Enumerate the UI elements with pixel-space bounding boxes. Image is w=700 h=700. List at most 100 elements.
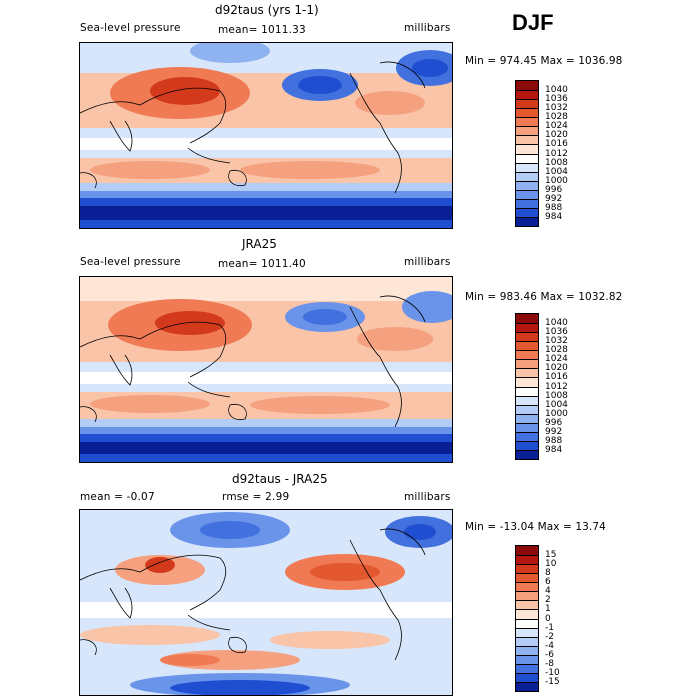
colorbar-label: 992	[545, 426, 563, 437]
colorbar-cell	[516, 627, 538, 637]
colorbar-cell	[516, 431, 538, 441]
colorbar-cell	[516, 681, 538, 691]
colorbar-cell	[516, 555, 538, 565]
colorbar-cell	[516, 395, 538, 405]
colorbar-label: 1012	[545, 381, 568, 392]
colorbar-cell	[516, 198, 538, 208]
colorbar-cell	[516, 663, 538, 673]
colorbar-cell	[516, 404, 538, 414]
season-label: DJF	[512, 10, 554, 35]
colorbar-cell	[516, 108, 538, 118]
colorbar-cell	[516, 341, 538, 351]
panel-2-map-svg	[80, 277, 452, 462]
colorbar-label: 988	[545, 202, 563, 213]
panel-2-minmax: Min = 983.46 Max = 1032.82	[465, 291, 623, 303]
panel-3-map	[79, 509, 453, 696]
colorbar-cell	[516, 126, 538, 136]
coastlines	[80, 528, 426, 661]
panel-2-map	[79, 276, 453, 463]
colorbar-label: -6	[545, 649, 554, 660]
colorbar-label: 1016	[545, 139, 568, 150]
colorbar-label: 15	[545, 550, 557, 561]
colorbar-label: 988	[545, 435, 563, 446]
colorbar-label: 1024	[545, 354, 568, 365]
colorbar-cell	[516, 359, 538, 369]
colorbar-label: 2	[545, 595, 551, 606]
colorbar-cell	[516, 609, 538, 619]
colorbar-label: 8	[545, 568, 551, 579]
colorbar-cell	[516, 332, 538, 342]
colorbar-label: 1028	[545, 112, 568, 123]
colorbar-label: 1008	[545, 390, 568, 401]
colorbar-cell	[516, 449, 538, 459]
colorbar-cell	[516, 207, 538, 217]
colorbar-cell	[516, 144, 538, 154]
colorbar-cell	[516, 314, 538, 324]
colorbar-label: 984	[545, 211, 563, 222]
colorbar-cell	[516, 600, 538, 610]
colorbar-label: 1020	[545, 130, 568, 141]
icelandic-low	[402, 291, 452, 323]
colorbar-label: 4	[545, 586, 551, 597]
colorbar-label: 1032	[545, 336, 568, 347]
colorbar-cell	[516, 645, 538, 655]
colorbar-label: 992	[545, 193, 563, 204]
colorbar-cell	[516, 377, 538, 387]
colorbar-cell	[516, 654, 538, 664]
colorbar-cell	[516, 636, 538, 646]
colorbar-cell	[516, 350, 538, 360]
coastlines	[80, 295, 426, 428]
colorbar-cell	[516, 368, 538, 378]
panel-3-mean: mean = -0.07	[80, 491, 155, 503]
colorbar-label: -4	[545, 640, 554, 651]
panel-3-colorbar: 15 10 8 6 4 2 1 0 -1 -2 -4 -6 -8 -10 -15	[515, 545, 560, 692]
arctic-low	[190, 43, 270, 63]
colorbar-cell	[516, 162, 538, 172]
panel-1-field-label: Sea-level pressure	[80, 22, 181, 34]
colorbar-cell	[516, 573, 538, 583]
panel-3-map-svg	[80, 510, 452, 695]
colorbar-label: 1036	[545, 94, 568, 105]
colorbar-label: 1020	[545, 363, 568, 374]
panel-3-rmse: rmse = 2.99	[222, 491, 290, 503]
panel-2-units: millibars	[404, 256, 451, 268]
colorbar-cell	[516, 189, 538, 199]
colorbar-cell	[516, 81, 538, 91]
colorbar-label: 996	[545, 417, 563, 428]
colorbar-label: -8	[545, 658, 554, 669]
panel-2-title: JRA25	[242, 237, 277, 251]
panel-2-mean: mean= 1011.40	[218, 258, 306, 270]
colorbar-cell	[516, 117, 538, 127]
colorbar-label: 1032	[545, 103, 568, 114]
colorbar-label: 1004	[545, 399, 568, 410]
colorbar-cell	[516, 546, 538, 556]
colorbar-label: 10	[545, 559, 557, 570]
colorbar-cell	[516, 672, 538, 682]
panel-1-units: millibars	[404, 22, 451, 34]
panel-1-minmax: Min = 974.45 Max = 1036.98	[465, 55, 623, 67]
colorbar-cell	[516, 413, 538, 423]
colorbar-cell	[516, 90, 538, 100]
colorbar-cell	[516, 323, 538, 333]
colorbar-cell	[516, 216, 538, 226]
subtropical-high	[355, 91, 425, 115]
colorbar-label: 1012	[545, 148, 568, 159]
colorbar-label: 1000	[545, 175, 568, 186]
panel-3-title: d92taus - JRA25	[232, 472, 328, 486]
colorbar-label: -10	[545, 667, 560, 678]
panel-2-colorbar: 1040 1036 1032 1028 1024 1020 1016 1012 1008 1004…	[515, 313, 568, 460]
colorbar-cell	[516, 386, 538, 396]
coastlines	[80, 61, 426, 194]
colorbar-label: 1024	[545, 121, 568, 132]
panel-2-field-label: Sea-level pressure	[80, 256, 181, 268]
colorbar-cell	[516, 582, 538, 592]
colorbar-label: 6	[545, 577, 551, 588]
panel-3-minmax: Min = -13.04 Max = 13.74	[465, 521, 606, 533]
colorbar-label: 1040	[545, 85, 568, 96]
colorbar-cell	[516, 135, 538, 145]
panel-1-mean: mean= 1011.33	[218, 24, 306, 36]
panel-1-map-svg	[80, 43, 452, 228]
colorbar-label: 1040	[545, 318, 568, 329]
colorbar-label: 1000	[545, 408, 568, 419]
colorbar-label: 1008	[545, 157, 568, 168]
